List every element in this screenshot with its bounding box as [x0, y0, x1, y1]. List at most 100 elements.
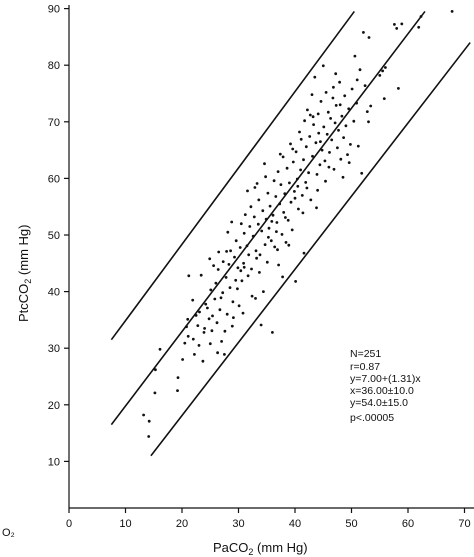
data-point [197, 344, 201, 347]
data-point [270, 220, 274, 223]
data-point [240, 279, 244, 283]
data-point [294, 150, 298, 154]
data-point [316, 112, 320, 116]
x-tick-label: 30 [232, 518, 244, 530]
data-point [232, 316, 235, 319]
data-point [304, 145, 308, 149]
y-tick-label: 40 [48, 287, 60, 299]
data-point [319, 100, 323, 103]
stats-n: N=251 [350, 348, 381, 360]
data-point [217, 250, 221, 254]
data-point [343, 94, 347, 98]
data-point [347, 161, 351, 165]
data-point [212, 264, 216, 267]
data-point [264, 175, 267, 179]
data-point [324, 179, 327, 183]
data-point [241, 311, 245, 315]
data-point [381, 69, 384, 73]
x-axis-title: PaCO2 (mm Hg) [213, 540, 308, 557]
x-tick-label: 60 [402, 518, 414, 530]
data-point [153, 391, 157, 395]
data-point [147, 419, 151, 423]
data-point [215, 321, 219, 325]
data-point [255, 182, 259, 185]
data-point [281, 155, 285, 159]
edge-text-fragment: O₂ [2, 527, 15, 539]
data-point [278, 202, 282, 206]
data-point [246, 189, 249, 193]
data-point [207, 317, 211, 321]
data-point [220, 340, 224, 343]
data-point [340, 114, 344, 118]
data-point [273, 245, 277, 249]
data-point [330, 138, 334, 142]
data-point [286, 218, 290, 222]
data-point [277, 263, 280, 267]
data-point [367, 120, 370, 124]
data-point [367, 36, 371, 39]
line-regression [110, 10, 426, 426]
data-point [262, 290, 265, 293]
data-point [306, 108, 309, 112]
data-point [395, 27, 399, 30]
data-point [346, 153, 349, 157]
data-point [309, 198, 313, 202]
data-point [323, 159, 327, 163]
data-point [344, 124, 348, 128]
data-point [308, 113, 312, 117]
data-point [191, 298, 195, 302]
data-point [302, 158, 305, 162]
data-point [223, 329, 227, 333]
data-point [254, 297, 257, 300]
data-point [450, 10, 454, 13]
data-point [250, 267, 253, 271]
data-point [305, 186, 309, 190]
data-point [266, 191, 270, 195]
data-point [355, 78, 359, 82]
data-point [176, 376, 180, 379]
data-point [193, 353, 196, 356]
data-point [248, 225, 252, 228]
data-point [218, 308, 222, 312]
data-point [289, 142, 292, 146]
data-point [279, 183, 283, 187]
data-point [324, 91, 328, 94]
data-point [226, 230, 230, 234]
data-point [204, 302, 208, 306]
data-point [206, 306, 209, 310]
data-point [322, 125, 326, 129]
data-point [255, 256, 258, 260]
data-point [342, 136, 345, 140]
stats-r: r=0.87 [350, 361, 380, 373]
y-ticks: 10 20 30 40 50 60 70 80 90 [48, 4, 69, 468]
data-point [275, 221, 279, 224]
data-point [332, 167, 336, 171]
data-point [319, 140, 322, 144]
data-point [260, 229, 264, 233]
data-point [360, 171, 364, 175]
data-point [296, 184, 300, 188]
data-point [242, 231, 246, 235]
x-ticks: 0 10 20 30 40 50 60 70 [66, 508, 471, 530]
data-point [210, 329, 214, 333]
data-point [239, 222, 243, 226]
x-tick-label: 40 [289, 518, 301, 530]
data-point [293, 196, 297, 200]
data-point [304, 181, 308, 184]
data-point [358, 68, 362, 72]
data-point [225, 312, 229, 316]
data-point [291, 147, 295, 151]
x-tick-label: 50 [345, 518, 357, 530]
line-lower [150, 42, 471, 457]
stats-equation: y=7.00+(1.31)x [350, 373, 421, 385]
data-point [299, 137, 303, 141]
data-point [336, 146, 339, 150]
data-point [225, 250, 229, 253]
data-point [280, 233, 284, 236]
data-point [299, 168, 302, 172]
data-point [147, 435, 151, 438]
y-tick-label: 90 [48, 4, 60, 16]
data-point [400, 22, 404, 26]
data-point [302, 251, 306, 255]
